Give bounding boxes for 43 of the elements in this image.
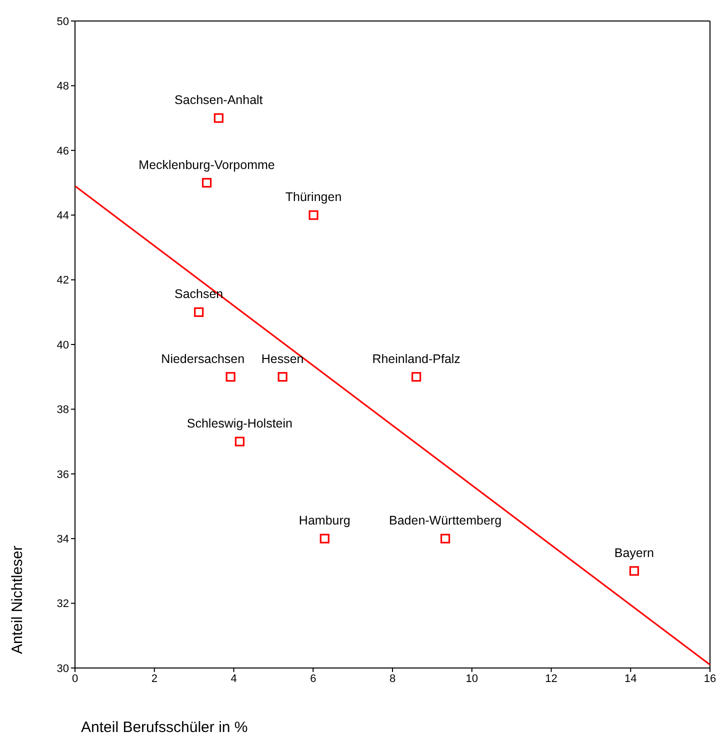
y-tick-label: 34 bbox=[56, 534, 69, 546]
x-tick-label: 6 bbox=[310, 672, 316, 685]
x-tick-label: 0 bbox=[72, 672, 78, 685]
point bbox=[629, 566, 639, 576]
point bbox=[278, 372, 288, 382]
annotation: Sachsen-Anhalt bbox=[174, 93, 264, 108]
x-axis-title: Anteil Berufsschüler in % bbox=[81, 719, 248, 736]
y-tick-label: 50 bbox=[56, 16, 69, 28]
x-tick-label: 14 bbox=[624, 672, 637, 685]
x-tick-label: 8 bbox=[389, 672, 396, 685]
point bbox=[320, 534, 330, 544]
y-tick-label: 36 bbox=[56, 468, 69, 481]
y-tick-label: 38 bbox=[56, 404, 69, 416]
point bbox=[214, 113, 224, 123]
annotation: Niedersachsen bbox=[161, 352, 245, 366]
point bbox=[194, 307, 204, 317]
y-tick-label: 32 bbox=[56, 598, 69, 610]
point bbox=[412, 372, 422, 382]
point bbox=[234, 436, 245, 446]
x-tick-label: 12 bbox=[545, 672, 558, 685]
annotation: Schleswig-Holstein bbox=[186, 416, 293, 431]
x-tick-label: 2 bbox=[151, 672, 158, 685]
x-tick-label: 10 bbox=[466, 672, 478, 685]
point bbox=[308, 210, 318, 220]
annotation: Hessen bbox=[261, 352, 304, 366]
annotation: Rheinland-Pfalz bbox=[372, 352, 460, 366]
point bbox=[440, 534, 450, 544]
annotation: Baden-Württemberg bbox=[389, 514, 502, 528]
annotation: Hamburg bbox=[298, 514, 350, 528]
x-tick-label: 16 bbox=[704, 672, 716, 685]
annotation: Thüringen bbox=[285, 190, 342, 204]
annotation: Bayern bbox=[614, 546, 654, 560]
point bbox=[202, 178, 212, 188]
annotation: Mecklenburg-Vorpomme bbox=[138, 158, 275, 172]
y-tick-label: 40 bbox=[56, 339, 69, 352]
y-tick-label: 48 bbox=[56, 80, 69, 93]
point bbox=[226, 372, 236, 382]
y-tick-label: 46 bbox=[56, 145, 69, 158]
y-tick-label: 44 bbox=[56, 210, 69, 222]
y-tick-label: 42 bbox=[56, 274, 69, 287]
y-tick-label: 30 bbox=[56, 662, 69, 675]
x-tick-label: 4 bbox=[230, 672, 237, 685]
y-axis-title: Anteil Nichtleser bbox=[9, 546, 26, 654]
